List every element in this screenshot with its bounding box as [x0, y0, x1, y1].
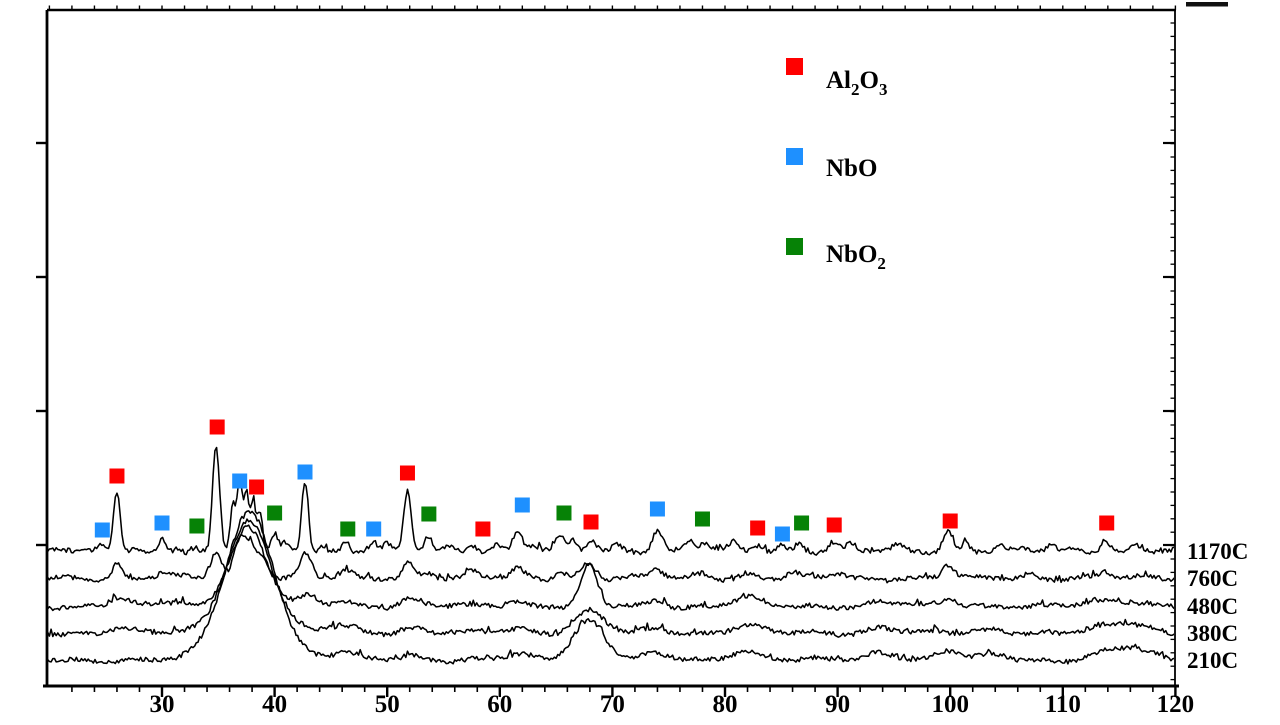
x-tick-label: 50 [375, 691, 400, 718]
x-tick-label: 110 [1045, 691, 1081, 718]
marker-al2o3 [826, 517, 842, 533]
x-tick-label: 120 [1157, 691, 1195, 718]
series-label-480C: 480C [1187, 594, 1238, 619]
marker-al2o3 [209, 419, 225, 435]
x-tick-label: 40 [262, 691, 287, 718]
legend-item-nbo: NbO [786, 148, 877, 182]
marker-nbo [154, 515, 170, 531]
marker-nbo2 [189, 518, 205, 534]
marker-nbo2 [794, 515, 810, 531]
legend-item-al2o3: Al2O3 [786, 58, 887, 99]
series-label-760C: 760C [1187, 566, 1238, 591]
legend-swatch-al2o3 [786, 58, 803, 75]
marker-nbo [232, 473, 248, 489]
marker-al2o3 [583, 514, 599, 530]
series-label-1170C: 1170C [1187, 539, 1248, 564]
marker-nbo [514, 497, 530, 513]
trace-760C [48, 534, 1174, 584]
legend-label-nbo2: NbO2 [826, 241, 886, 273]
legend-item-nbo2: NbO2 [786, 238, 886, 273]
marker-al2o3 [475, 521, 491, 537]
x-tick-label: 60 [487, 691, 512, 718]
trace-480C [48, 524, 1174, 612]
marker-al2o3 [942, 513, 958, 529]
trace-210C [48, 510, 1174, 665]
x-tick-label: 100 [931, 691, 969, 718]
marker-nbo [649, 501, 665, 517]
x-tick-label: 80 [713, 691, 738, 718]
marker-nbo2 [267, 505, 283, 521]
scan-artifact [1186, 2, 1228, 7]
marker-nbo [94, 522, 110, 538]
marker-nbo [366, 521, 382, 537]
marker-al2o3 [249, 479, 265, 495]
marker-al2o3 [750, 520, 766, 536]
trace-380C [48, 518, 1174, 638]
legend-swatch-nbo2 [786, 238, 803, 255]
legend-label-al2o3: Al2O3 [826, 67, 887, 99]
marker-al2o3 [109, 468, 125, 484]
marker-nbo2 [694, 511, 710, 527]
legend-swatch-nbo [786, 148, 803, 165]
marker-nbo [297, 464, 313, 480]
x-tick-label: 70 [600, 691, 625, 718]
marker-nbo [774, 526, 790, 542]
trace-1170C [48, 446, 1174, 556]
marker-nbo2 [340, 521, 356, 537]
marker-nbo2 [421, 506, 437, 522]
x-tick-label: 30 [150, 691, 175, 718]
series-label-210C: 210C [1187, 648, 1238, 673]
marker-al2o3 [399, 465, 415, 481]
marker-nbo2 [556, 505, 572, 521]
x-tick-label: 90 [825, 691, 850, 718]
marker-al2o3 [1099, 515, 1115, 531]
legend-label-nbo: NbO [826, 155, 877, 182]
series-label-380C: 380C [1187, 621, 1238, 646]
